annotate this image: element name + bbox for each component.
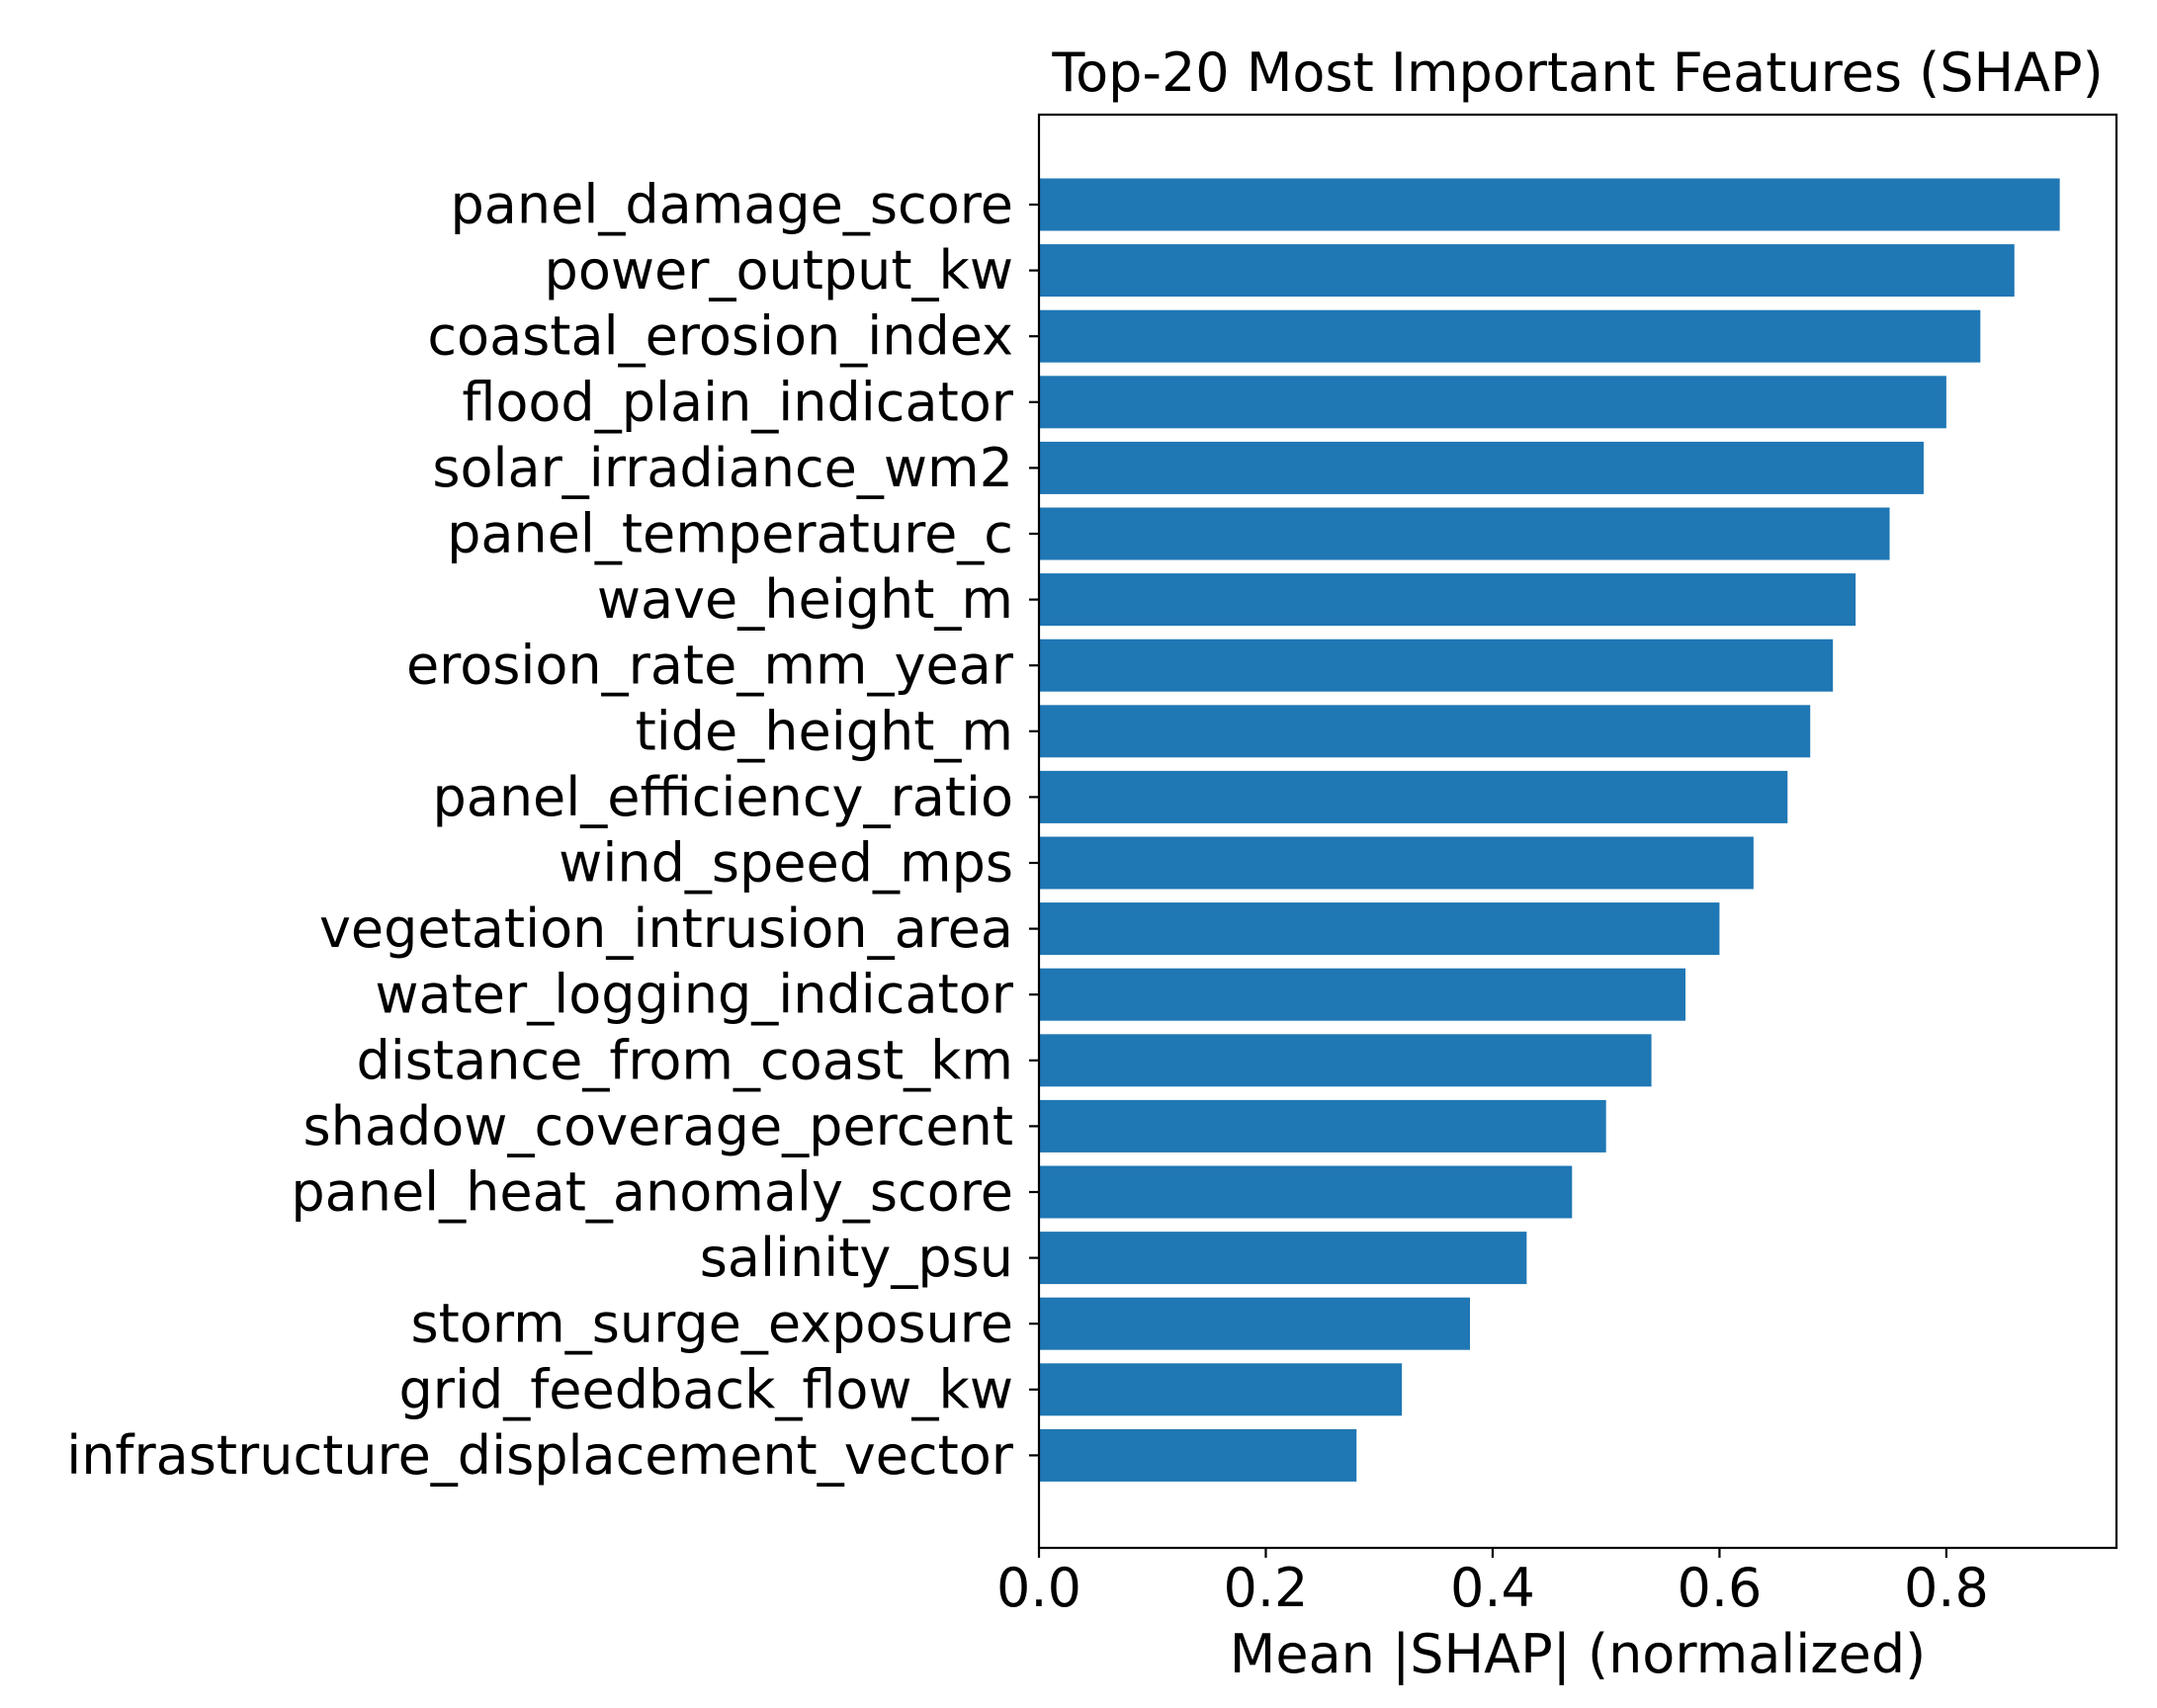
x-tick-label: 0.0 (996, 1557, 1081, 1619)
y-tick-label: panel_temperature_c (447, 503, 1013, 565)
bar-salinity-psu (1039, 1232, 1527, 1285)
y-tick-label: salinity_psu (700, 1227, 1013, 1289)
bar-storm-surge-exposure (1039, 1297, 1470, 1350)
bar-distance-from-coast-km (1039, 1034, 1652, 1087)
y-tick-label: panel_heat_anomaly_score (291, 1161, 1013, 1224)
x-axis-label: Mean |SHAP| (normalized) (1230, 1623, 1926, 1685)
bar-grid-feedback-flow-kw (1039, 1363, 1403, 1416)
bar-panel-heat-anomaly-score (1039, 1165, 1573, 1219)
y-tick-label: shadow_coverage_percent (303, 1095, 1013, 1157)
bar-tide-height-m (1039, 705, 1811, 758)
y-tick-label: erosion_rate_mm_year (406, 635, 1014, 697)
y-tick-label: panel_damage_score (451, 174, 1013, 236)
y-tick-label: power_output_kw (545, 239, 1013, 301)
bar-wind-speed-mps (1039, 836, 1754, 890)
y-tick-label: panel_efficiency_ratio (432, 766, 1013, 828)
bar-erosion-rate-mm-year (1039, 639, 1834, 692)
x-axis-ticks: 0.0 0.2 0.4 0.6 0.8 (996, 1548, 1989, 1619)
bar-shadow-coverage-percent (1039, 1099, 1606, 1153)
bar-power-output-kw (1039, 244, 2015, 298)
y-tick-label: tide_height_m (636, 700, 1013, 762)
x-tick-label: 0.6 (1677, 1557, 1762, 1619)
chart-title: Top-20 Most Important Features (SHAP) (1051, 42, 2103, 104)
bar-infrastructure-displacement-vector (1039, 1428, 1357, 1482)
y-tick-label: storm_surge_exposure (411, 1293, 1013, 1355)
bar-wave-height-m (1039, 573, 1856, 627)
bar-vegetation-intrusion-area (1039, 902, 1720, 956)
y-tick-label: wind_speed_mps (559, 832, 1013, 895)
y-tick-label: water_logging_indicator (375, 964, 1013, 1026)
y-tick-labels: panel_damage_scorepower_output_kwcoastal… (66, 174, 1039, 1487)
y-tick-label: wave_height_m (597, 568, 1013, 631)
y-tick-label: coastal_erosion_index (427, 305, 1013, 368)
x-tick-label: 0.2 (1224, 1557, 1309, 1619)
x-tick-label: 0.4 (1450, 1557, 1535, 1619)
bar-coastal-erosion-index (1039, 309, 1981, 363)
bar-panel-temperature-c (1039, 507, 1890, 560)
y-tick-label: infrastructure_displacement_vector (66, 1424, 1014, 1487)
bar-panel-efficiency-ratio (1039, 770, 1788, 823)
y-tick-label: solar_irradiance_wm2 (432, 437, 1013, 499)
y-tick-label: vegetation_intrusion_area (319, 897, 1013, 960)
bar-panel-damage-score (1039, 178, 2060, 231)
bar-water-logging-indicator (1039, 968, 1685, 1021)
y-tick-label: distance_from_coast_km (357, 1029, 1013, 1091)
plot-frame (1037, 113, 2118, 1550)
bars-layer (1039, 178, 2060, 1482)
x-tick-label: 0.8 (1904, 1557, 1989, 1619)
bar-solar-irradiance-wm2 (1039, 441, 1924, 494)
bar-flood-plain-indicator (1039, 376, 1946, 429)
y-tick-label: flood_plain_indicator (462, 371, 1013, 433)
y-tick-label: grid_feedback_flow_kw (399, 1358, 1013, 1420)
